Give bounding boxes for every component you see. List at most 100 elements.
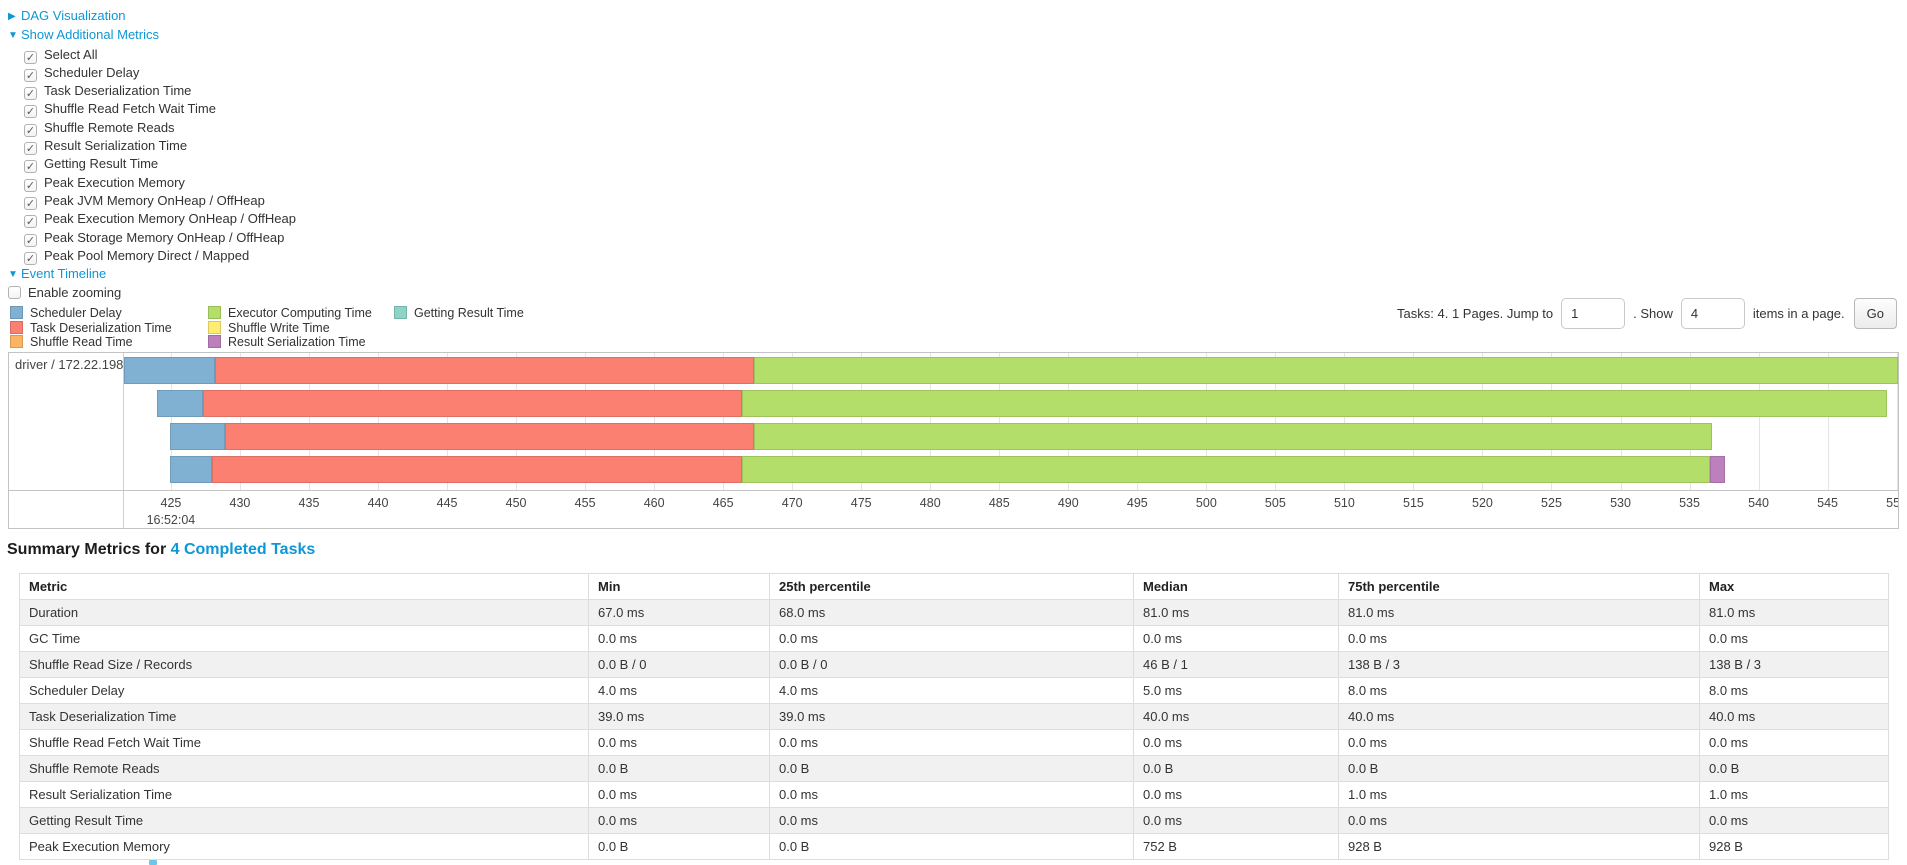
show-additional-metrics-link[interactable]: Show Additional Metrics <box>21 27 160 43</box>
checkbox-label-select-all: Select All <box>44 46 98 62</box>
checkbox-peak-jvm-memory-onheap-offheap[interactable] <box>24 196 37 210</box>
axis-tick-label: 540 <box>1748 496 1769 510</box>
task-deserialization-segment[interactable] <box>215 357 754 384</box>
metric-value-cell: 81.0 ms <box>1133 599 1339 626</box>
metric-name-cell: GC Time <box>19 625 589 652</box>
legend-column: Executor Computing Time Shuffle Write Tim… <box>208 306 394 350</box>
timeline-plot-area: 425 430 435 440 445 450 455 460 465 470 475 480 485 4… <box>124 353 1898 528</box>
task-deserialization-segment[interactable] <box>212 456 743 483</box>
checkbox-row-shuffle-remote-reads: Shuffle Remote Reads <box>24 119 296 137</box>
checkbox-task-deserialization-time[interactable] <box>24 87 37 101</box>
legend-label: Shuffle Read Time <box>30 335 133 350</box>
checkbox-peak-storage-memory-onheap-offheap[interactable] <box>24 233 37 247</box>
axis-gridline <box>1689 353 1691 490</box>
axis-gridline <box>1344 353 1346 490</box>
scheduler-delay-segment[interactable] <box>169 423 225 450</box>
axis-tick-label: 545 <box>1817 496 1839 510</box>
metric-value-cell: 4.0 ms <box>588 677 770 704</box>
show-additional-metrics-toggle[interactable]: ▼ Show Additional Metrics <box>8 26 296 45</box>
dag-visualization-toggle[interactable]: ▶ DAG Visualization <box>8 7 296 26</box>
axis-tick-label: 520 <box>1472 496 1493 510</box>
executor-computing-segment[interactable] <box>742 390 1887 417</box>
table-row: Result Serialization Time 0.0 ms 0.0 ms 0.0… <box>19 781 1889 808</box>
axis-gridline <box>1896 353 1898 490</box>
go-button[interactable]: Go <box>1853 298 1897 329</box>
metric-value-cell: 928 B <box>1338 833 1700 860</box>
checkbox-peak-execution-memory[interactable] <box>24 178 37 192</box>
checkbox-label-shuffle-remote-reads: Shuffle Remote Reads <box>44 119 175 135</box>
checkbox-label-peak-pool-memory-direct-mapped: Peak Pool Memory Direct / Mapped <box>44 247 250 263</box>
metric-name-cell: Shuffle Remote Reads <box>19 755 589 782</box>
scheduler-delay-segment[interactable] <box>157 390 203 417</box>
metric-value-cell: 0.0 ms <box>1699 625 1889 652</box>
event-timeline-chart: driver / 172.22.198.104 4254304354404454… <box>8 352 1899 529</box>
column-header-metric: Metric <box>19 573 589 600</box>
metric-value-cell: 0.0 B <box>1699 755 1889 782</box>
chevron-down-icon: ▼ <box>8 30 18 42</box>
axis-tick-label: 475 <box>850 496 872 510</box>
completed-tasks-link[interactable]: 4 Completed Tasks <box>170 541 316 558</box>
checkbox-row-peak-jvm-memory-onheap-offheap: Peak JVM Memory OnHeap / OffHeap <box>24 192 296 210</box>
column-header-median: Median <box>1133 573 1339 600</box>
legend-item-result-serialization-time: Result Serialization Time <box>208 335 394 350</box>
metric-name-cell: Shuffle Read Fetch Wait Time <box>19 729 589 756</box>
table-header-row: Metric Min 25th percentile Median 75th perce… <box>19 573 1889 600</box>
metric-value-cell: 8.0 ms <box>1699 677 1889 704</box>
table-row: Getting Result Time 0.0 ms 0.0 ms 0.0 ms 0.0… <box>19 807 1889 834</box>
metric-value-cell: 67.0 ms <box>588 599 770 626</box>
shuffle-write-time-swatch-icon <box>208 320 221 334</box>
enable-zooming-checkbox[interactable] <box>8 286 21 300</box>
checkbox-row-getting-result-time: Getting Result Time <box>24 155 296 174</box>
metric-value-cell: 0.0 B <box>588 833 770 860</box>
dag-visualization-link[interactable]: DAG Visualization <box>21 8 126 23</box>
metric-value-cell: 40.0 ms <box>1699 703 1889 730</box>
column-header-75th-percentile: 75th percentile <box>1338 573 1700 600</box>
metric-value-cell: 40.0 ms <box>1133 703 1339 730</box>
task-deserialization-segment[interactable] <box>224 423 754 450</box>
executor-computing-segment[interactable] <box>753 423 1712 450</box>
checkbox-row-result-serialization-time: Result Serialization Time <box>24 137 296 156</box>
metric-value-cell: 0.0 ms <box>1133 807 1339 834</box>
column-header-25th-percentile: 25th percentile <box>769 573 1134 600</box>
enable-zooming-label: Enable zooming <box>28 285 122 301</box>
scheduler-delay-segment[interactable] <box>124 357 216 384</box>
tasks-count-text: Tasks: 4. 1 Pages. Jump to <box>1397 306 1554 321</box>
metric-value-cell: 0.0 ms <box>1338 729 1700 756</box>
scheduler-delay-segment[interactable] <box>169 456 213 483</box>
checkbox-result-serialization-time[interactable] <box>24 142 37 156</box>
metric-value-cell: 0.0 B <box>1338 755 1700 782</box>
checkbox-scheduler-delay[interactable] <box>24 68 37 82</box>
axis-tick-label: 500 <box>1195 496 1217 510</box>
legend-item-executor-computing-time: Executor Computing Time <box>208 306 394 321</box>
metric-value-cell: 0.0 ms <box>1133 625 1339 652</box>
executor-computing-segment[interactable] <box>742 456 1711 483</box>
checkbox-shuffle-remote-reads[interactable] <box>24 123 37 137</box>
task-deserialization-segment[interactable] <box>202 390 743 417</box>
checkbox-shuffle-read-fetch-wait-time[interactable] <box>24 105 37 119</box>
axis-gridline <box>861 353 863 490</box>
result-serialization-segment[interactable] <box>1710 456 1726 483</box>
table-row: Shuffle Read Fetch Wait Time 0.0 ms 0.0 ms… <box>19 729 1889 756</box>
jump-to-page-input[interactable] <box>1561 298 1626 329</box>
metric-name-cell: Getting Result Time <box>19 807 589 834</box>
checkbox-getting-result-time[interactable] <box>24 160 37 174</box>
legend-label: Task Deserialization Time <box>30 320 172 335</box>
event-timeline-toggle[interactable]: ▼ Event Timeline <box>8 265 296 284</box>
checkbox-select-all[interactable] <box>24 50 37 64</box>
metric-value-cell: 8.0 ms <box>1338 677 1700 704</box>
metric-value-cell: 40.0 ms <box>1338 703 1700 730</box>
checkbox-peak-execution-memory-onheap-offheap[interactable] <box>24 215 37 229</box>
event-timeline-link[interactable]: Event Timeline <box>21 266 107 282</box>
axis-gridline <box>654 353 656 490</box>
items-per-page-input[interactable] <box>1680 298 1745 329</box>
metric-value-cell: 0.0 ms <box>1133 729 1339 756</box>
metric-value-cell: 138 B / 3 <box>1699 651 1889 678</box>
axis-gridline <box>308 353 310 490</box>
metric-value-cell: 0.0 ms <box>1699 807 1889 834</box>
checkbox-label-shuffle-read-fetch-wait-time: Shuffle Read Fetch Wait Time <box>44 101 216 117</box>
column-header-min: Min <box>588 573 770 600</box>
axis-tick-label: 485 <box>988 496 1010 510</box>
executor-computing-segment[interactable] <box>753 357 1898 384</box>
column-header-max: Max <box>1699 573 1889 600</box>
checkbox-peak-pool-memory-direct-mapped[interactable] <box>24 251 37 265</box>
